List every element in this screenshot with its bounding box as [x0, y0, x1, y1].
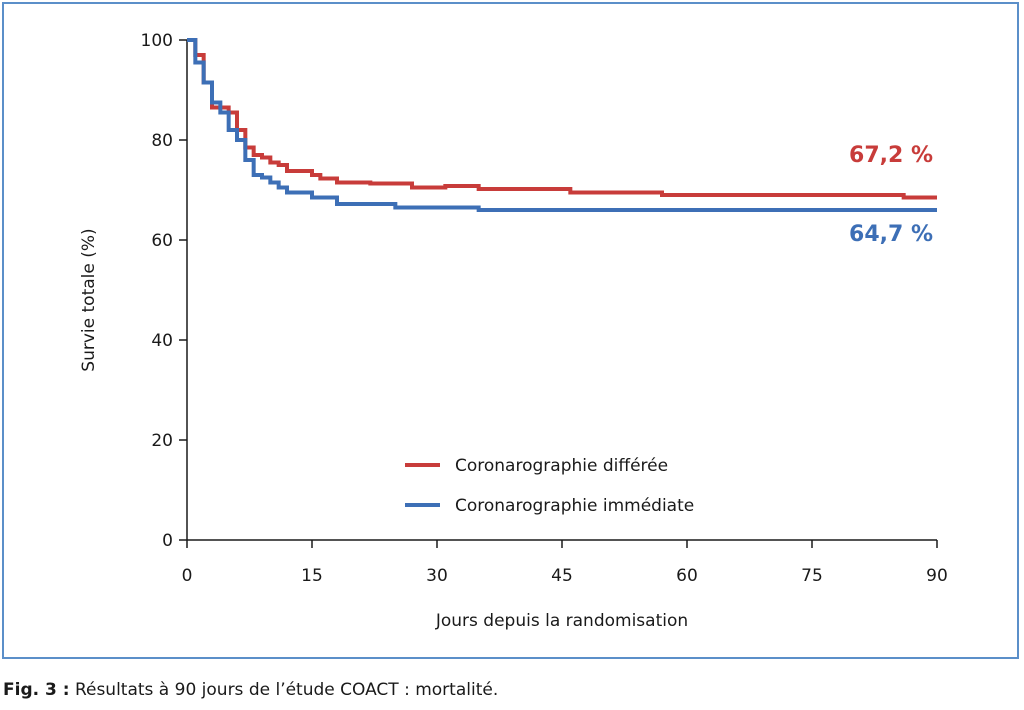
series: [187, 38, 937, 212]
figure-frame: [2, 2, 1019, 659]
x-tick-label: 60: [676, 566, 698, 586]
y-axis-label: Survie totale (%): [79, 228, 99, 371]
x-axis-label: Jours depuis la randomisation: [435, 611, 688, 631]
end-labels: 67,2 % 64,7 %: [849, 143, 933, 247]
legend-label: Coronarographie immédiate: [455, 496, 694, 516]
caption-text: Résultats à 90 jours de l’étude COACT : …: [74, 680, 499, 700]
end-value-label-immediate: 64,7 %: [849, 222, 933, 247]
x-tick-label: 0: [182, 566, 193, 586]
x-tick-label: 15: [301, 566, 323, 586]
y-tick-label: 0: [162, 531, 173, 551]
end-value-label-differee: 67,2 %: [849, 143, 933, 168]
legend: Coronarographie différée Coronarographie …: [405, 456, 694, 516]
x-tick-label: 30: [426, 566, 448, 586]
caption-label: Fig. 3 :: [3, 680, 70, 700]
x-tick-label: 75: [801, 566, 823, 586]
series-line-differee: [187, 38, 937, 200]
y-tick-label: 40: [151, 331, 173, 351]
figure-caption: Fig. 3 : Résultats à 90 jours de l’étude…: [3, 680, 498, 700]
y-tick-label: 60: [151, 231, 173, 251]
y-tick-label: 80: [151, 131, 173, 151]
x-tick-label: 90: [926, 566, 948, 586]
y-tick-label: 100: [141, 31, 173, 51]
x-tick-label: 45: [551, 566, 573, 586]
y-tick-label: 20: [151, 431, 173, 451]
series-line-immediate: [187, 38, 937, 212]
x-ticks: 0 15 30 45 60 75 90: [182, 540, 948, 586]
y-ticks: 0 20 40 60 80 100: [141, 31, 187, 551]
legend-label: Coronarographie différée: [455, 456, 668, 476]
